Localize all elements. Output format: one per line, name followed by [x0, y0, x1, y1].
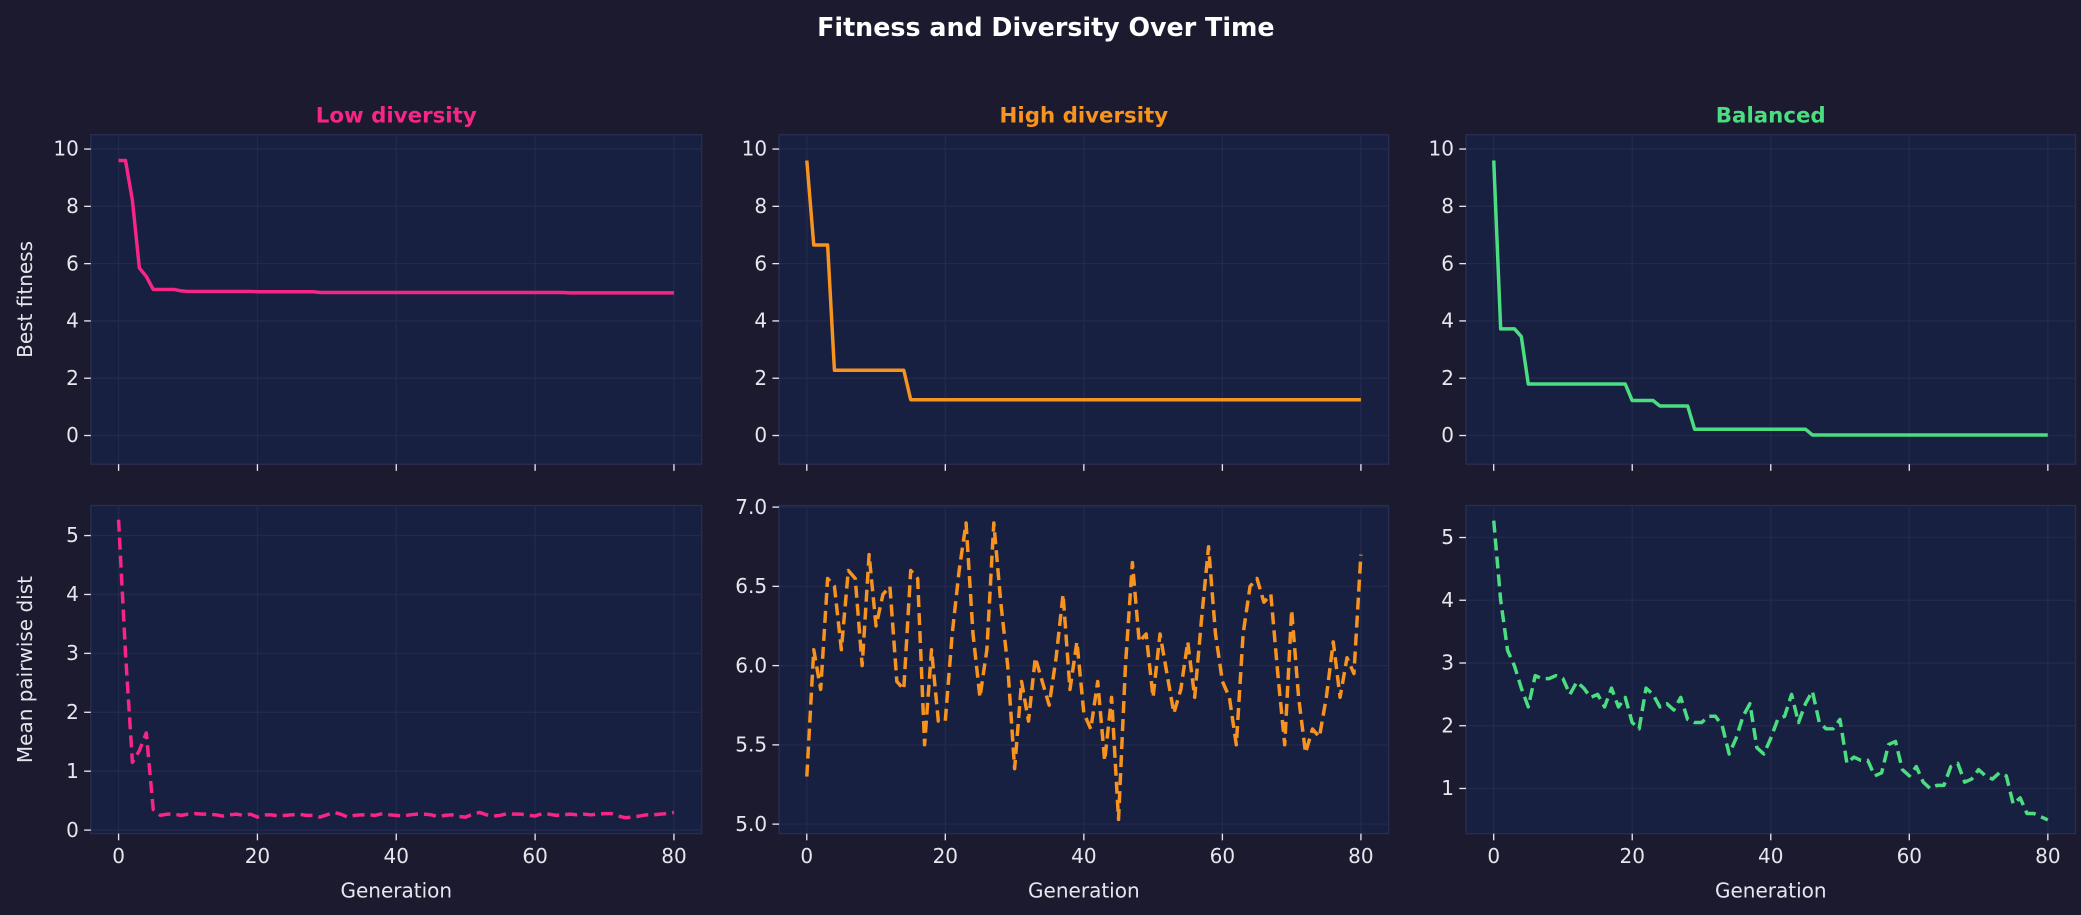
x-tick-label: 80 — [1348, 844, 1373, 868]
figure-title: Fitness and Diversity Over Time — [817, 12, 1274, 42]
x-tick-label: 80 — [2035, 844, 2060, 868]
y-tick-label: 1 — [1441, 776, 1454, 800]
y-tick-label: 4 — [66, 582, 79, 606]
y-tick-label: 10 — [53, 137, 78, 161]
x-tick-label: 60 — [522, 844, 547, 868]
series-line — [118, 158, 674, 295]
subplot-1: 0 2 4 6 8 10 Low diversity Best fitness — [13, 104, 703, 471]
y-tick-label: 6.5 — [735, 574, 767, 598]
x-axis-label: Generation — [1715, 879, 1827, 903]
y-tick-label: 0 — [1441, 423, 1454, 447]
y-tick-label: 1 — [66, 759, 79, 783]
y-tick-label: 5.5 — [735, 733, 767, 757]
y-tick-label: 8 — [66, 194, 79, 218]
subplot-title: Balanced — [1716, 104, 1826, 129]
y-axis-label: Mean pairwise dist — [13, 576, 37, 763]
y-tick-label: 6 — [66, 251, 79, 275]
subplot-2: 0 2 4 6 8 10 High diversity — [742, 104, 1390, 471]
subplot-5: 0 20 40 60 80 5.0 5.5 6.0 6.5 7.0 Generation — [735, 495, 1390, 903]
y-tick-label: 6 — [1441, 251, 1454, 275]
x-tick-label: 40 — [1071, 844, 1096, 868]
y-tick-label: 2 — [1441, 366, 1454, 390]
x-tick-label: 40 — [384, 844, 409, 868]
y-tick-label: 3 — [1441, 651, 1454, 675]
y-tick-label: 2 — [1441, 713, 1454, 737]
y-tick-label: 2 — [66, 366, 79, 390]
subplot-6: 0 20 40 60 80 1 2 3 4 5 Generation — [1441, 504, 2077, 903]
y-tick-label: 8 — [754, 194, 767, 218]
y-tick-label: 6 — [754, 251, 767, 275]
x-tick-label: 60 — [1210, 844, 1235, 868]
subplot-title: High diversity — [1000, 104, 1169, 129]
series-line — [116, 519, 675, 820]
y-tick-label: 8 — [1441, 194, 1454, 218]
y-tick-label: 5.0 — [735, 812, 767, 836]
x-axis-label: Generation — [1028, 879, 1140, 903]
y-tick-label: 6.0 — [735, 653, 767, 677]
series-line — [805, 160, 1361, 402]
y-tick-label: 4 — [754, 309, 767, 333]
x-tick-label: 20 — [245, 844, 270, 868]
series-line — [805, 521, 1363, 822]
y-tick-label: 2 — [66, 700, 79, 724]
subplot-4: 0 20 40 60 80 0 1 2 3 4 5 Mean pairwise dist Generat… — [13, 504, 703, 903]
y-tick-label: 3 — [66, 641, 79, 665]
y-tick-label: 5 — [66, 523, 79, 547]
x-tick-label: 0 — [112, 844, 125, 868]
y-tick-label: 0 — [66, 423, 79, 447]
series-line — [1491, 160, 2048, 437]
x-tick-label: 0 — [1487, 844, 1500, 868]
y-axis-label: Best fitness — [13, 241, 37, 358]
x-tick-label: 40 — [1758, 844, 1783, 868]
y-tick-label: 5 — [1441, 525, 1454, 549]
x-axis-label: Generation — [340, 879, 452, 903]
x-tick-label: 20 — [1620, 844, 1645, 868]
y-tick-label: 2 — [754, 366, 767, 390]
y-tick-label: 4 — [1441, 588, 1454, 612]
y-tick-label: 10 — [742, 137, 767, 161]
x-tick-label: 60 — [1897, 844, 1922, 868]
y-tick-label: 4 — [66, 309, 79, 333]
y-tick-label: 10 — [1429, 137, 1454, 161]
x-tick-label: 0 — [800, 844, 813, 868]
y-tick-label: 0 — [66, 818, 79, 842]
y-tick-label: 7.0 — [735, 495, 767, 519]
y-tick-label: 0 — [754, 423, 767, 447]
x-tick-label: 80 — [661, 844, 686, 868]
series-line — [1492, 520, 2049, 822]
subplot-3: 0 2 4 6 8 10 Balanced — [1429, 104, 2077, 471]
subplot-title: Low diversity — [316, 104, 477, 129]
x-tick-label: 20 — [933, 844, 958, 868]
y-tick-label: 4 — [1441, 309, 1454, 333]
